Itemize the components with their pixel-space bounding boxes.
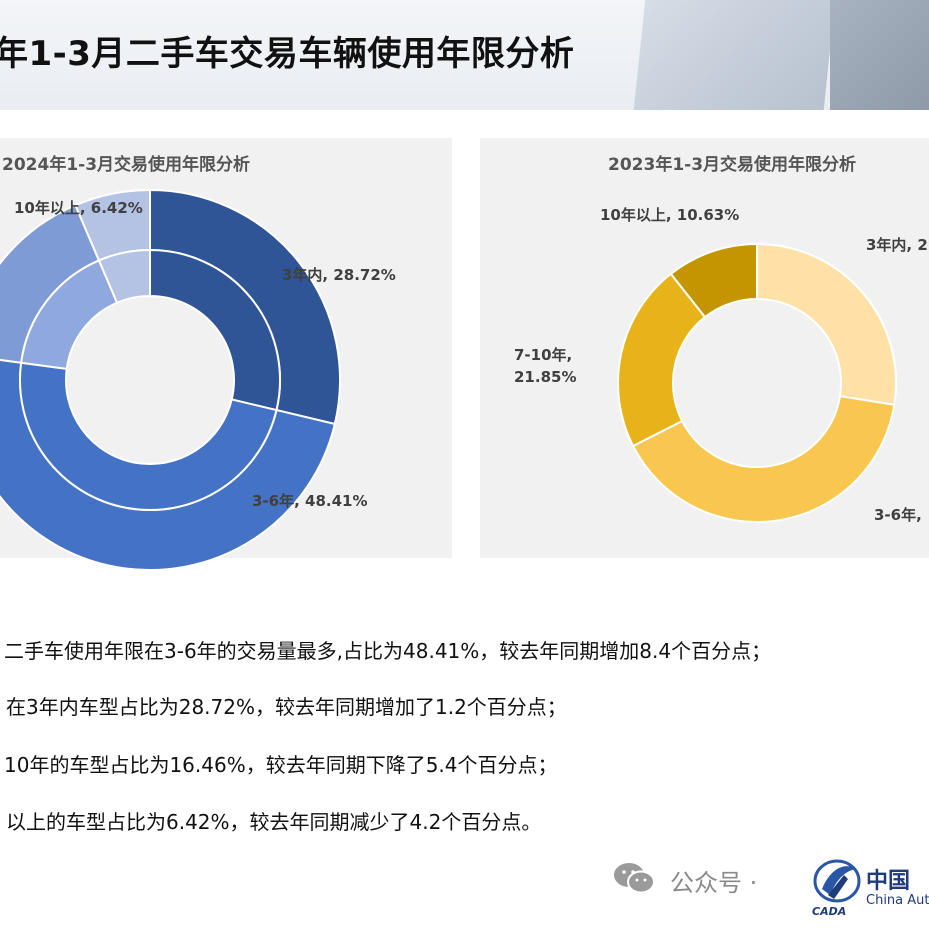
ring-slice-0 [756, 242, 897, 406]
summary-line: 以上的车型占比为6.42%，较去年同期减少了4.2个百分点。 [6, 810, 542, 834]
summary-line: 10年的车型占比为16.46%，较去年同期下降了5.4个百分点； [4, 753, 558, 777]
header-decoration [633, 0, 837, 110]
data-label: 21.85% [514, 368, 576, 386]
chart-title: 2023年1-3月交易使用年限分析 [608, 155, 857, 175]
data-label: 10年以上, 10.63% [600, 206, 739, 224]
page-title: 年1-3月二手车交易车辆使用年限分析 [0, 34, 575, 74]
donut-chart-2023: 3年内, 2 3-6年, 7-10年, 21.85% 10年以上, 10.63% [514, 206, 928, 524]
header-decoration [830, 0, 929, 110]
logo-text-cn: 中国 [866, 869, 911, 894]
chart-title: 2024年1-3月交易使用年限分析 [2, 155, 251, 175]
wechat-icon [614, 863, 655, 894]
footer-watermark: 公众号 · CADA 中国 China Auto [612, 855, 929, 918]
donut-chart-2024: 3年内, 28.72% 3-6年, 48.41% 10年以上, 6.42% [0, 188, 396, 571]
data-label: 7-10年, [514, 346, 572, 364]
summary-line: 在3年内车型占比为28.72%，较去年同期增加了1.2个百分点； [6, 695, 567, 719]
header-band: 年1-3月二手车交易车辆使用年限分析 [0, 0, 929, 110]
chart-panel-2023: 2023年1-3月交易使用年限分析 3年内, 2 3-6年, 7-10年, 21.85… [480, 138, 929, 558]
svg-text:CADA: CADA [812, 905, 846, 918]
data-label: 3-6年, 48.41% [252, 492, 368, 510]
cada-logo-icon: CADA [812, 859, 861, 918]
footer-text: 公众号 · [670, 869, 758, 897]
ring-slice-3 [669, 242, 758, 319]
chart-panel-2024: 2024年1-3月交易使用年限分析 3年内, 28.72% 3-6年, 48.41… [0, 138, 452, 571]
data-label: 10年以上, 6.42% [14, 199, 143, 217]
summary-line: 二手车使用年限在3-6年的交易量最多,占比为48.41%，较去年同期增加8.4个… [4, 639, 772, 663]
data-label: 3-6年, [874, 506, 922, 524]
inner-ring-slice-3 [97, 248, 151, 305]
ring-slice-1 [631, 395, 896, 523]
inner-ring-slice-1 [19, 361, 278, 511]
logo-text-en: China Auto [866, 893, 929, 908]
inner-ring-slice-0 [149, 248, 281, 412]
data-label: 3年内, 28.72% [282, 266, 396, 284]
data-label: 3年内, 2 [866, 236, 928, 254]
